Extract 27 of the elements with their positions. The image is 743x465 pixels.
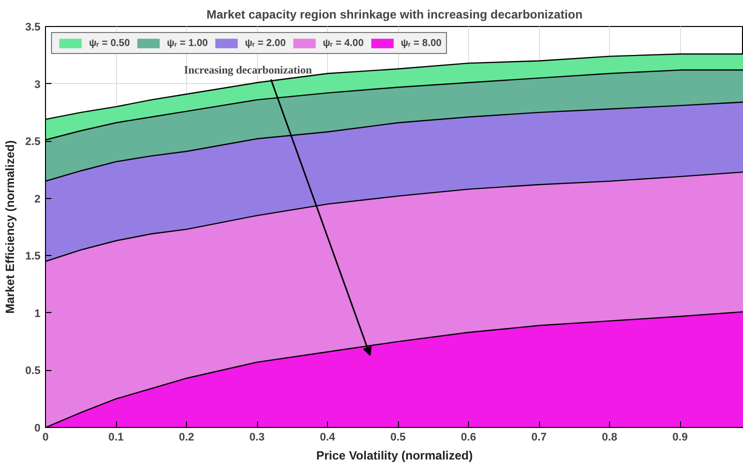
legend-label: ψᵣ = 8.00	[400, 38, 442, 48]
legend-label: ψᵣ = 0.50	[89, 38, 130, 48]
chart-title: Market capacity region shrinkage with increasing decarbonization	[206, 8, 583, 22]
x-tick-label: 0.1	[108, 432, 124, 444]
y-tick-label: 2.5	[25, 136, 41, 148]
y-tick-label: 3	[34, 78, 41, 91]
x-tick-label: 0.7	[531, 432, 547, 444]
annotation: Increasing decarbonization	[184, 64, 312, 76]
x-tick-label: 0.2	[178, 432, 194, 444]
y-tick-label: 0	[34, 422, 41, 434]
legend-label: ψᵣ = 4.00	[322, 38, 364, 48]
y-tick-label: 0.5	[25, 365, 41, 378]
x-tick-label: 0.8	[602, 432, 618, 444]
y-axis-title: Market Efficiency (normalized)	[3, 140, 18, 314]
y-tick-label: 2	[34, 193, 41, 206]
x-tick-label: 0.4	[320, 432, 336, 444]
x-tick-label: 0.3	[249, 432, 265, 444]
x-tick-label: 0.9	[672, 432, 688, 444]
y-tick-label: 1.5	[25, 250, 41, 263]
x-tick-label: 0	[42, 432, 49, 444]
legend-label: ψᵣ = 1.00	[166, 38, 208, 48]
legend-label: ψᵣ = 2.00	[244, 38, 286, 48]
y-tick-label: 3.5	[25, 22, 41, 34]
x-tick-label: 0.6	[460, 432, 476, 444]
x-tick-label: 0.5	[390, 432, 406, 444]
y-tick-label: 1	[34, 308, 41, 320]
x-axis-title: Price Volatility (normalized)	[316, 448, 473, 462]
